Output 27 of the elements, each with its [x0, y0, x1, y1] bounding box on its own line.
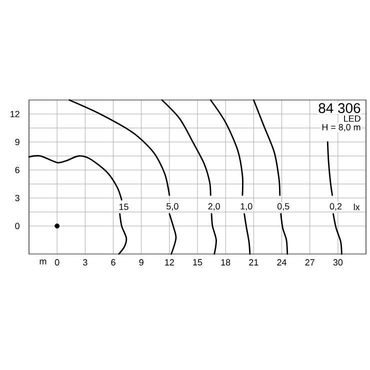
- x-tick-label: 12: [165, 259, 174, 266]
- series-label: 0,2: [330, 203, 342, 211]
- x-tick-label: 0: [54, 259, 60, 266]
- x-axis-title: m: [40, 260, 46, 264]
- x-tick-label: 27: [305, 259, 314, 266]
- x-tick-label: 3: [83, 259, 88, 266]
- y-tick-label: 12: [10, 110, 20, 118]
- x-tick-label: 6: [111, 259, 116, 266]
- x-tick-label: 24: [277, 259, 286, 266]
- series-label: 0,5: [277, 203, 290, 211]
- series-label: 1,0: [240, 203, 252, 211]
- y-tick-label: 0: [15, 222, 20, 230]
- series-label: 2,0: [208, 203, 220, 211]
- series-label: 5,0: [166, 203, 178, 211]
- y-tick-label: 6: [15, 166, 20, 174]
- y-tick-label: 9: [15, 138, 20, 146]
- annotation: 84 306: [318, 103, 360, 114]
- annotation: lx: [354, 204, 360, 210]
- x-tick-label: 18: [221, 259, 230, 266]
- annotation: H = 8,0 m: [322, 124, 360, 132]
- y-tick-label: 3: [15, 194, 20, 202]
- annotation: LED: [344, 115, 360, 122]
- x-tick-label: 30: [333, 259, 343, 266]
- x-tick-label: 21: [249, 259, 258, 266]
- series-label: 15: [119, 204, 128, 210]
- x-tick-label: 15: [193, 259, 202, 266]
- x-tick-label: 9: [139, 259, 144, 266]
